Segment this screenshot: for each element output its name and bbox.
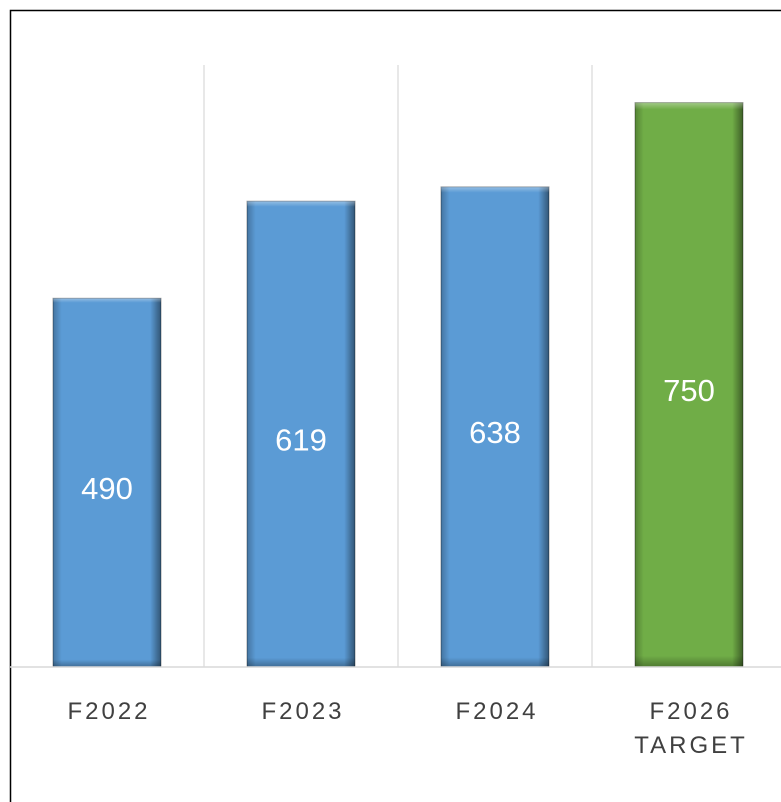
x-tick-label: F2024 [455,698,539,725]
bar-shade [53,298,161,667]
bar-shade [441,186,549,667]
value-label: 490 [81,471,133,506]
value-label: 638 [469,415,521,450]
separators [203,65,593,667]
value-label: 619 [275,422,327,457]
frame [9,9,781,802]
bar-shade [247,201,355,667]
bar-shade [635,102,743,667]
value-label: 750 [663,373,715,408]
x-tick-label: F2023 [261,698,345,725]
x-tick-label: F2022 [67,698,151,725]
x-tick-label: F2026 TARGET [634,698,748,759]
